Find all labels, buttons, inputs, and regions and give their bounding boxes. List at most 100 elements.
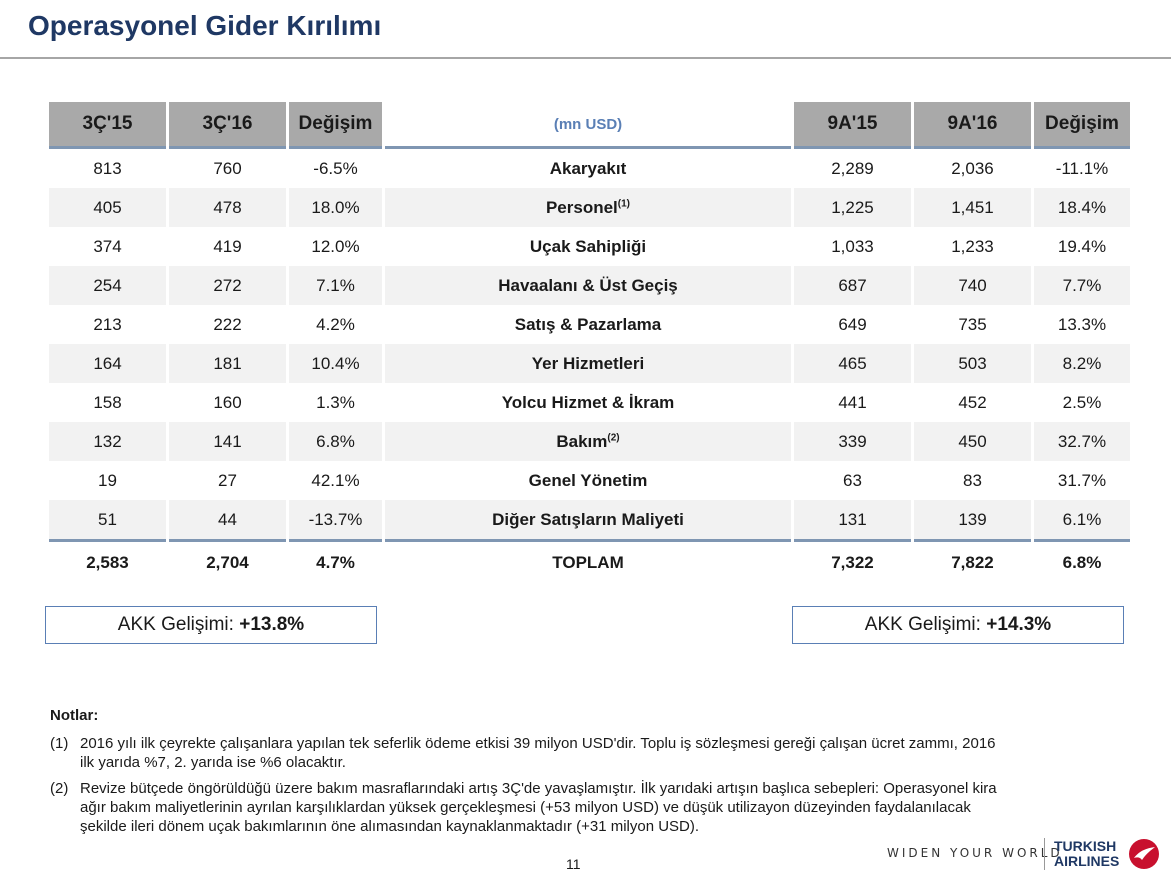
logo-line-1: TURKISH [1054,838,1117,854]
footnote-marker: (1) [617,197,631,209]
row-label: Akaryakıt [385,149,791,188]
cell-9m16: 2,036 [951,158,994,178]
notes-section: Notlar: (1) 2016 yılı ilk çeyrekte çalış… [50,706,1010,843]
row-label-text: Akaryakıt [549,158,627,178]
header-unit: (mn USD) [385,102,791,149]
row-label: Satış & Pazarlama [385,305,791,344]
cell-9m16: 450 [914,422,1031,461]
row-label-text: Uçak Sahipliği [529,236,647,256]
cell-9m15: 1,225 [794,188,911,227]
cell-9m-change: 7.7% [1034,266,1130,305]
logo-divider [1044,838,1045,870]
slogan: WIDEN YOUR WORLD [887,846,1063,860]
cell-q16: 419 [213,236,242,256]
akk-9m-value: +14.3% [986,614,1052,635]
cell-q15: 51 [49,500,166,539]
akk-growth-9m: AKK Gelişimi: +14.3% [792,606,1124,644]
header-q16: 3Ç'16 [169,102,286,149]
row-label: Diğer Satışların Maliyeti [385,500,791,539]
operating-expense-table: 3Ç'15 3Ç'16 Değişim (mn USD) 9A'15 9A'16… [46,102,1133,584]
notes-header: Notlar: [50,707,99,724]
akk-growth-quarter: AKK Gelişimi: +13.8% [45,606,377,644]
row-label: Yolcu Hizmet & İkram [385,383,791,422]
cell-quarter-change: 7.1% [289,266,382,305]
header-9m-change: Değişim [1034,102,1130,149]
table-row: 405 478 18.0% Personel(1) 1,225 1,451 18.4% [49,188,1130,227]
cell-q16: 141 [169,422,286,461]
cell-quarter-change: 4.2% [316,314,355,334]
row-label: Yer Hizmetleri [385,344,791,383]
note-text: Revize bütçede öngörüldüğü üzere bakım m… [80,780,997,835]
cell-9m16: 1,451 [914,188,1031,227]
cell-quarter-change: 10.4% [289,344,382,383]
cell-quarter-change: 1.3% [316,392,355,412]
table-row: 164 181 10.4% Yer Hizmetleri 465 503 8.2% [49,344,1130,383]
cell-9m-change: 2.5% [1062,392,1102,412]
cell-9m15: 649 [838,314,867,334]
turkish-airlines-bird-icon [1128,838,1160,875]
cell-q16: 160 [213,392,242,412]
row-label-text: Genel Yönetim [528,470,648,490]
cell-q15: 374 [93,236,122,256]
cell-q15: 132 [49,422,166,461]
cell-q16: 478 [169,188,286,227]
cell-quarter-change: -13.7% [289,500,382,539]
table-row: 254 272 7.1% Havaalanı & Üst Geçiş 687 740 7.7… [49,266,1130,305]
note-item: (1) 2016 yılı ilk çeyrekte çalışanlara y… [50,734,1010,772]
note-number: (1) [50,735,69,752]
header-quarter-change: Değişim [289,102,382,149]
row-label-text: Havaalanı & Üst Geçiş [498,275,678,295]
cell-9m15: 687 [794,266,911,305]
cell-quarter-change: -6.5% [313,158,358,178]
logo-line-2: AIRLINES [1054,853,1120,869]
cell-9m15: 339 [794,422,911,461]
total-cell-quarter-change: 4.7% [289,539,382,584]
row-label: Genel Yönetim [385,461,791,500]
cell-q15: 164 [49,344,166,383]
akk-quarter-value: +13.8% [239,614,305,635]
cell-q15: 254 [49,266,166,305]
row-label-text: Yolcu Hizmet & İkram [501,392,675,412]
cell-9m-change: 13.3% [1057,314,1107,334]
cell-9m-change: 18.4% [1034,188,1130,227]
cell-9m15: 465 [794,344,911,383]
cell-9m16: 139 [914,500,1031,539]
cell-9m-change: -11.1% [1055,158,1109,178]
table-row: 19 27 42.1% Genel Yönetim 63 83 31.7% [49,461,1130,500]
cell-q15: 813 [93,158,122,178]
row-label-text: Yer Hizmetleri [531,353,645,373]
cell-9m15: 441 [838,392,867,412]
title-divider [0,57,1171,59]
cell-9m-change: 32.7% [1034,422,1130,461]
cell-9m-change: 31.7% [1057,470,1107,490]
logo-wordmark: TURKISH AIRLINES [1054,839,1119,869]
cell-q16: 222 [213,314,242,334]
cell-9m15: 63 [843,470,862,490]
note-number: (2) [50,780,69,797]
table-row: 51 44 -13.7% Diğer Satışların Maliyeti 131 13… [49,500,1130,539]
cell-q15: 213 [93,314,122,334]
total-cell-9m-change: 6.8% [1034,539,1130,584]
note-text: 2016 yılı ilk çeyrekte çalışanlara yapıl… [80,735,996,771]
cell-9m16: 740 [914,266,1031,305]
cell-q15: 158 [93,392,122,412]
header-q15: 3Ç'15 [49,102,166,149]
cell-quarter-change: 12.0% [311,236,360,256]
row-label-text: Bakım [556,431,608,451]
row-label-text: Satış & Pazarlama [514,314,662,334]
cell-9m15: 131 [794,500,911,539]
cell-9m16: 452 [958,392,987,412]
total-row-label: TOPLAM [385,539,791,584]
cell-quarter-change: 18.0% [289,188,382,227]
cell-9m-change: 6.1% [1034,500,1130,539]
row-label-text: Personel [545,197,618,217]
akk-9m-label: AKK Gelişimi: [864,614,987,635]
footnote-marker: (2) [607,431,620,443]
cell-q16: 760 [213,158,242,178]
cell-q16: 272 [169,266,286,305]
row-label: Bakım(2) [385,422,791,461]
table-row: 158 160 1.3% Yolcu Hizmet & İkram 441 452 2.5% [49,383,1130,422]
row-label-text: Diğer Satışların Maliyeti [492,509,684,529]
cell-9m-change: 8.2% [1034,344,1130,383]
table-row: 374 419 12.0% Uçak Sahipliği 1,033 1,233 19.4% [49,227,1130,266]
